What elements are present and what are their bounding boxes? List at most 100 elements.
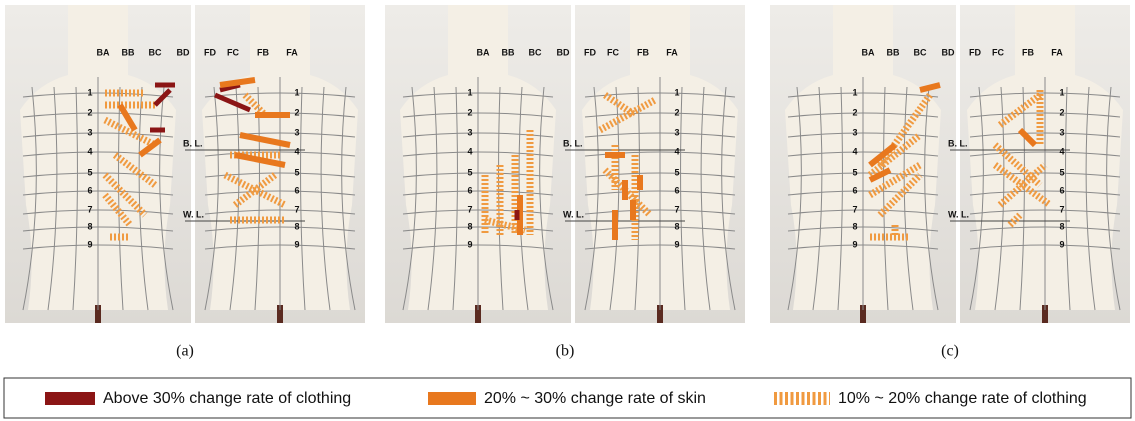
- panel-caption: (a): [176, 343, 194, 360]
- legend-swatch-dark: [45, 392, 95, 405]
- column-label: FD: [204, 47, 216, 57]
- row-label: 2: [1059, 107, 1064, 117]
- panel: BABBBCBDFDFCFBFA123456789123456789B. L.W…: [770, 5, 1130, 360]
- row-label: 2: [852, 107, 857, 117]
- bust-line-label: B. L.: [948, 138, 968, 148]
- row-label: 4: [87, 146, 92, 156]
- row-label: 4: [674, 146, 679, 156]
- row-label: 9: [674, 239, 679, 249]
- row-label: 3: [852, 127, 857, 137]
- row-label: 2: [674, 107, 679, 117]
- row-label: 4: [294, 146, 299, 156]
- row-label: 8: [1059, 221, 1064, 231]
- panel-caption: (b): [556, 343, 575, 360]
- column-label: FA: [666, 47, 678, 57]
- column-label: BD: [942, 47, 955, 57]
- row-label: 2: [467, 107, 472, 117]
- row-label: 1: [87, 87, 92, 97]
- column-label: FB: [257, 47, 269, 57]
- row-label: 7: [852, 204, 857, 214]
- row-label: 9: [294, 239, 299, 249]
- row-label: 8: [674, 221, 679, 231]
- row-label: 5: [87, 167, 92, 177]
- neck: [1015, 5, 1075, 75]
- row-label: 3: [467, 127, 472, 137]
- row-label: 2: [294, 107, 299, 117]
- row-label: 3: [87, 127, 92, 137]
- row-label: 7: [1059, 204, 1064, 214]
- neck: [448, 5, 508, 75]
- legend-text: Above 30% change rate of clothing: [103, 390, 351, 407]
- row-label: 8: [294, 221, 299, 231]
- row-label: 5: [294, 167, 299, 177]
- figure: Above 30% change rate of clothing 20% ~ …: [0, 0, 1135, 421]
- row-label: 1: [1059, 87, 1064, 97]
- row-label: 3: [294, 127, 299, 137]
- neck: [833, 5, 893, 75]
- column-label: BD: [557, 47, 570, 57]
- panel: BA BB BC BD FD FC FB FA 1 2 3 4 5 6 7 8 9 1 2 3 4 5 6 7 8 9 B. L. W…: [5, 5, 365, 360]
- legend-text: 20% ~ 30% change rate of skin: [484, 390, 706, 407]
- column-label: BB: [887, 47, 900, 57]
- row-label: 9: [467, 239, 472, 249]
- neck: [68, 5, 128, 75]
- column-label: FA: [286, 47, 298, 57]
- row-label: 4: [852, 146, 857, 156]
- waist-line-label: W. L.: [948, 209, 969, 219]
- column-label: FB: [637, 47, 649, 57]
- row-label: 1: [852, 87, 857, 97]
- row-label: 6: [674, 185, 679, 195]
- legend-text: 10% ~ 20% change rate of clothing: [838, 390, 1087, 407]
- neck: [630, 5, 690, 75]
- row-label: 4: [1059, 146, 1064, 156]
- row-label: 4: [467, 146, 472, 156]
- row-label: 5: [467, 167, 472, 177]
- row-label: 5: [1059, 167, 1064, 177]
- row-label: 6: [1059, 185, 1064, 195]
- figure-svg: Above 30% change rate of clothing 20% ~ …: [0, 0, 1135, 421]
- waist-line-label: W. L.: [563, 209, 584, 219]
- column-label: BC: [149, 47, 162, 57]
- row-label: 5: [674, 167, 679, 177]
- column-label: BD: [177, 47, 190, 57]
- row-label: 9: [87, 239, 92, 249]
- legend-swatch-solid: [428, 392, 476, 405]
- column-label: BC: [914, 47, 927, 57]
- column-label: FC: [992, 47, 1004, 57]
- column-label: FB: [1022, 47, 1034, 57]
- row-label: 6: [294, 185, 299, 195]
- row-label: 7: [674, 204, 679, 214]
- row-label: 6: [467, 185, 472, 195]
- row-label: 6: [87, 185, 92, 195]
- column-label: FD: [584, 47, 596, 57]
- row-label: 7: [87, 204, 92, 214]
- row-label: 9: [852, 239, 857, 249]
- column-label: FA: [1051, 47, 1063, 57]
- bust-line-label: B. L.: [563, 138, 583, 148]
- column-label: BA: [477, 47, 490, 57]
- row-label: 7: [294, 204, 299, 214]
- column-label: BB: [502, 47, 515, 57]
- column-label: BA: [862, 47, 875, 57]
- row-label: 3: [1059, 127, 1064, 137]
- column-label: BA: [97, 47, 110, 57]
- row-label: 9: [1059, 239, 1064, 249]
- column-label: FD: [969, 47, 981, 57]
- row-label: 5: [852, 167, 857, 177]
- panel-caption: (c): [941, 343, 959, 360]
- row-label: 7: [467, 204, 472, 214]
- row-label: 3: [674, 127, 679, 137]
- column-label: BC: [529, 47, 542, 57]
- row-label: 8: [87, 221, 92, 231]
- column-label: BB: [122, 47, 135, 57]
- row-label: 1: [294, 87, 299, 97]
- bust-line-label: B. L.: [183, 138, 203, 148]
- neck: [250, 5, 310, 75]
- row-label: 2: [87, 107, 92, 117]
- row-label: 8: [852, 221, 857, 231]
- column-label: FC: [227, 47, 239, 57]
- column-label: FC: [607, 47, 619, 57]
- waist-line-label: W. L.: [183, 209, 204, 219]
- row-label: 8: [467, 221, 472, 231]
